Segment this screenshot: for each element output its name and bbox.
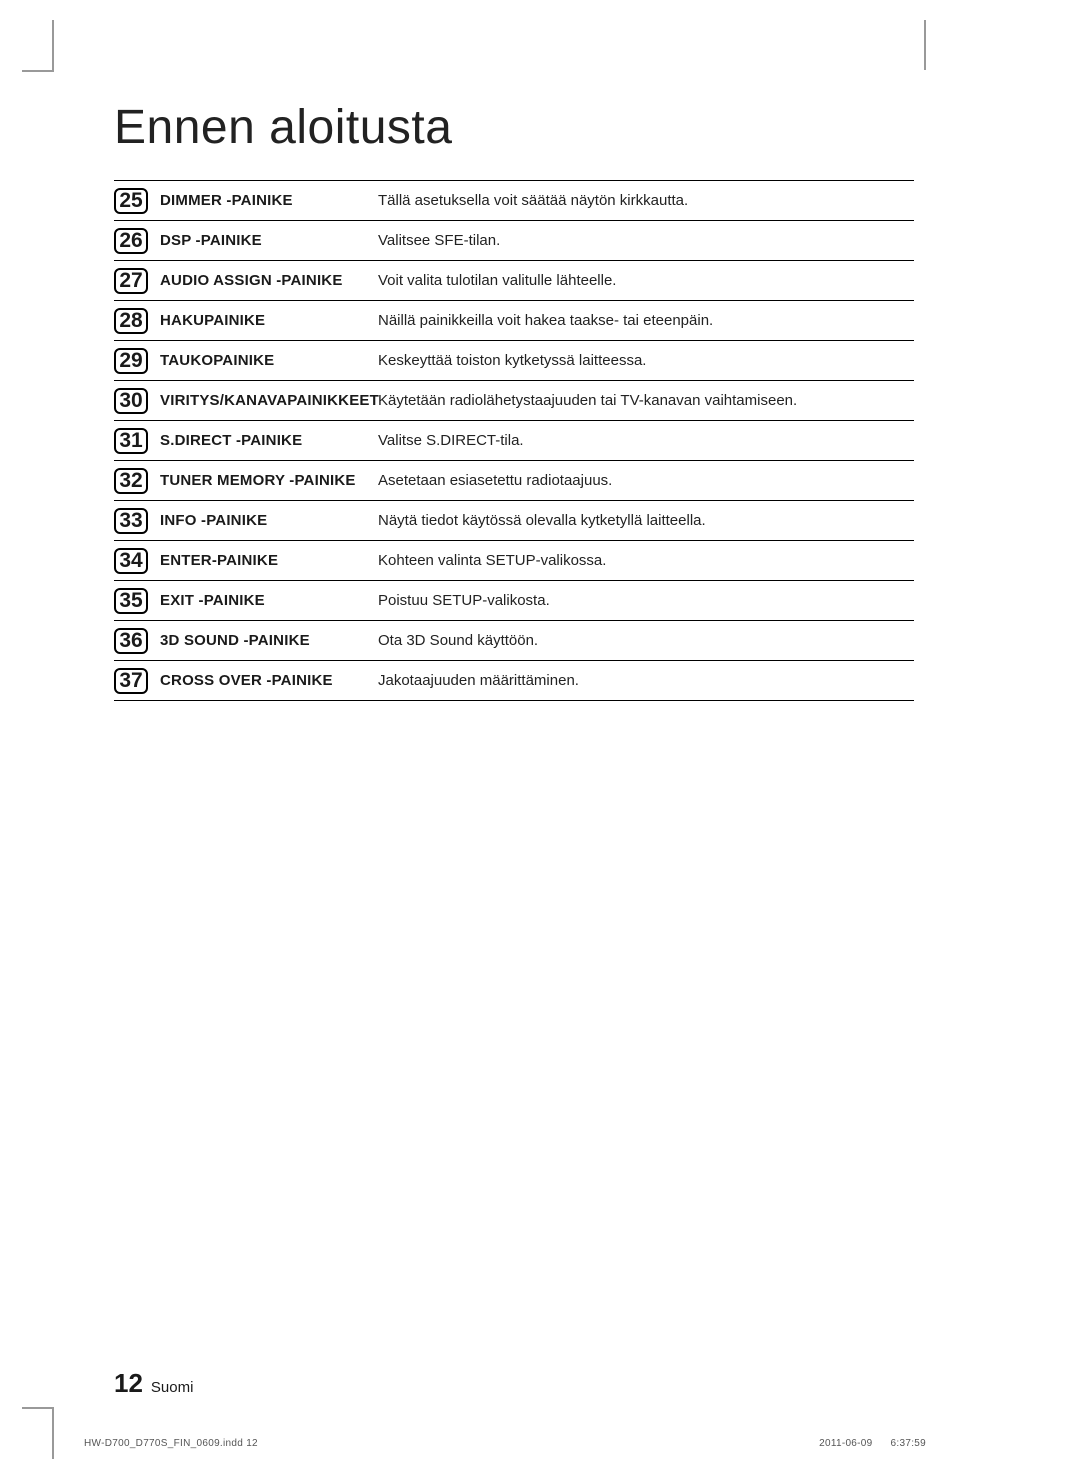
row-number-badge: 29 <box>114 348 148 374</box>
row-number-badge: 28 <box>114 308 148 334</box>
row-number-badge: 31 <box>114 428 148 454</box>
row-number-cell: 31 <box>114 428 160 454</box>
row-number-badge: 30 <box>114 388 148 414</box>
row-label: ENTER-PAINIKE <box>160 552 378 569</box>
page-number-block: 12 Suomi <box>114 1368 193 1399</box>
row-number-badge: 36 <box>114 628 148 654</box>
row-label: DIMMER -PAINIKE <box>160 192 378 209</box>
table-row: 35 EXIT -PAINIKEPoistuu SETUP-valikosta. <box>114 581 914 621</box>
row-label: S.DIRECT -PAINIKE <box>160 432 378 449</box>
row-description: Tällä asetuksella voit säätää näytön kir… <box>378 192 914 209</box>
row-number-cell: 37 <box>114 668 160 694</box>
row-number-cell: 36 <box>114 628 160 654</box>
footer-filename: HW-D700_D770S_FIN_0609.indd 12 <box>84 1438 258 1449</box>
row-number-badge: 37 <box>114 668 148 694</box>
crop-mark-bottom-left <box>52 1409 62 1459</box>
row-number-badge: 26 <box>114 228 148 254</box>
row-number-badge: 33 <box>114 508 148 534</box>
row-label: 3D SOUND -PAINIKE <box>160 632 378 649</box>
row-label: TUNER MEMORY -PAINIKE <box>160 472 378 489</box>
table-row: 34 ENTER-PAINIKEKohteen valinta SETUP-val… <box>114 541 914 581</box>
row-description: Ota 3D Sound käyttöön. <box>378 632 914 649</box>
table-row: 31 S.DIRECT -PAINIKEValitse S.DIRECT-tila… <box>114 421 914 461</box>
row-number-cell: 34 <box>114 548 160 574</box>
row-number-cell: 32 <box>114 468 160 494</box>
row-number-badge: 35 <box>114 588 148 614</box>
crop-mark-top-left <box>52 20 62 70</box>
row-number-badge: 25 <box>114 188 148 214</box>
table-row: 29 TAUKOPAINIKEKeskeyttää toiston kytkety… <box>114 341 914 381</box>
row-number-cell: 35 <box>114 588 160 614</box>
page-title: Ennen aloitusta <box>114 100 452 155</box>
page-number: 12 <box>114 1368 143 1399</box>
row-number-badge: 32 <box>114 468 148 494</box>
manual-page: Ennen aloitusta 25 DIMMER -PAINIKETällä a… <box>54 20 1026 1459</box>
footer-time: 6:37:59 <box>891 1438 926 1449</box>
row-description: Voit valita tulotilan valitulle lähteell… <box>378 272 914 289</box>
row-description: Jakotaajuuden määrittäminen. <box>378 672 914 689</box>
print-footer: HW-D700_D770S_FIN_0609.indd 12 2011-06-0… <box>84 1438 926 1449</box>
table-row: 33 INFO -PAINIKENäytä tiedot käytössä ole… <box>114 501 914 541</box>
row-label: DSP -PAINIKE <box>160 232 378 249</box>
row-number-cell: 27 <box>114 268 160 294</box>
table-row: 37 CROSS OVER -PAINIKEJakotaajuuden määri… <box>114 661 914 701</box>
footer-date: 2011-06-09 <box>819 1438 872 1449</box>
table-row: 26 DSP -PAINIKEValitsee SFE-tilan. <box>114 221 914 261</box>
table-row: 28 HAKUPAINIKENäillä painikkeilla voit ha… <box>114 301 914 341</box>
table-row: 27 AUDIO ASSIGN -PAINIKEVoit valita tulot… <box>114 261 914 301</box>
row-number-cell: 33 <box>114 508 160 534</box>
button-reference-table: 25 DIMMER -PAINIKETällä asetuksella voit … <box>114 180 914 701</box>
row-description: Valitsee SFE-tilan. <box>378 232 914 249</box>
table-row: 30 VIRITYS/KANAVAPAINIKKEETKäytetään radi… <box>114 381 914 421</box>
row-description: Kohteen valinta SETUP-valikossa. <box>378 552 914 569</box>
table-row: 36 3D SOUND -PAINIKEOta 3D Sound käyttöön… <box>114 621 914 661</box>
table-row: 25 DIMMER -PAINIKETällä asetuksella voit … <box>114 181 914 221</box>
row-description: Keskeyttää toiston kytketyssä laitteessa… <box>378 352 914 369</box>
row-label: CROSS OVER -PAINIKE <box>160 672 378 689</box>
row-number-cell: 30 <box>114 388 160 414</box>
row-number-cell: 26 <box>114 228 160 254</box>
table-row: 32 TUNER MEMORY -PAINIKEAsetetaan esiaset… <box>114 461 914 501</box>
row-number-badge: 27 <box>114 268 148 294</box>
row-description: Poistuu SETUP-valikosta. <box>378 592 914 609</box>
row-number-cell: 29 <box>114 348 160 374</box>
row-label: TAUKOPAINIKE <box>160 352 378 369</box>
row-number-cell: 28 <box>114 308 160 334</box>
row-label: INFO -PAINIKE <box>160 512 378 529</box>
row-label: HAKUPAINIKE <box>160 312 378 329</box>
page-language: Suomi <box>151 1379 194 1396</box>
row-number-badge: 34 <box>114 548 148 574</box>
crop-mark-top-right <box>924 20 926 70</box>
row-description: Asetetaan esiasetettu radiotaajuus. <box>378 472 914 489</box>
row-description: Näillä painikkeilla voit hakea taakse- t… <box>378 312 914 329</box>
row-label: AUDIO ASSIGN -PAINIKE <box>160 272 378 289</box>
row-label: EXIT -PAINIKE <box>160 592 378 609</box>
row-description: Valitse S.DIRECT-tila. <box>378 432 914 449</box>
row-label: VIRITYS/KANAVAPAINIKKEET <box>160 392 378 409</box>
row-number-cell: 25 <box>114 188 160 214</box>
row-description: Näytä tiedot käytössä olevalla kytketyll… <box>378 512 914 529</box>
row-description: Käytetään radiolähetystaajuuden tai TV-k… <box>378 392 914 409</box>
